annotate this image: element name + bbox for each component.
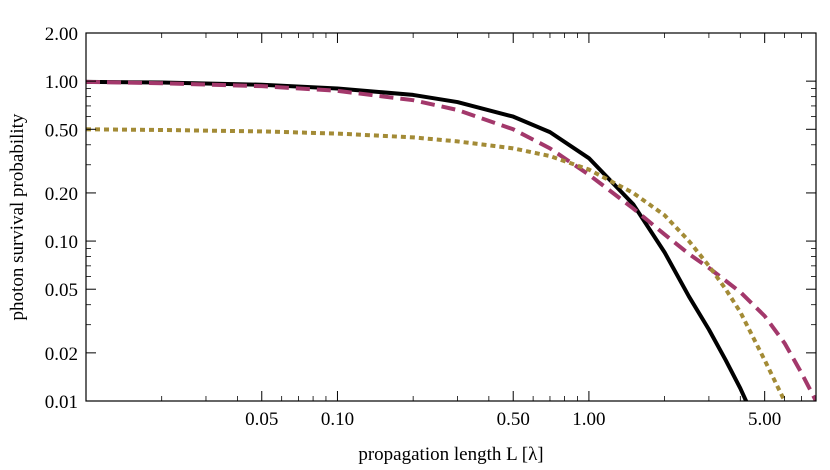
y-tick-label: 1.00: [45, 72, 78, 93]
x-tick-label: 0.10: [321, 409, 354, 430]
y-tick-label: 0.20: [45, 184, 78, 205]
y-axis-title: photon survival probability: [7, 113, 28, 320]
y-tick-label: 2.00: [45, 24, 78, 45]
y-tick-label: 0.10: [45, 232, 78, 253]
y-tick-label: 0.02: [45, 344, 78, 365]
ticks-layer: 0.01 0.02 0.05 0.10 0.20 0.50 1.00 2.00 0.05 0.10…: [45, 24, 817, 430]
x-tick-label: 0.05: [245, 409, 278, 430]
y-tick-label: 0.05: [45, 280, 78, 301]
x-tick-label: 5.00: [748, 409, 781, 430]
x-axis-title: propagation length L [λ]: [358, 444, 543, 465]
plot-frame: [85, 32, 817, 402]
plot-layer: [86, 79, 816, 401]
series-line-dotted: [86, 127, 787, 401]
x-tick-label: 1.00: [572, 409, 605, 430]
y-tick-label: 0.01: [45, 392, 78, 413]
y-tick-label: 0.50: [45, 120, 78, 141]
series-line-dashed: [86, 79, 816, 401]
x-tick-label: 0.50: [497, 409, 530, 430]
